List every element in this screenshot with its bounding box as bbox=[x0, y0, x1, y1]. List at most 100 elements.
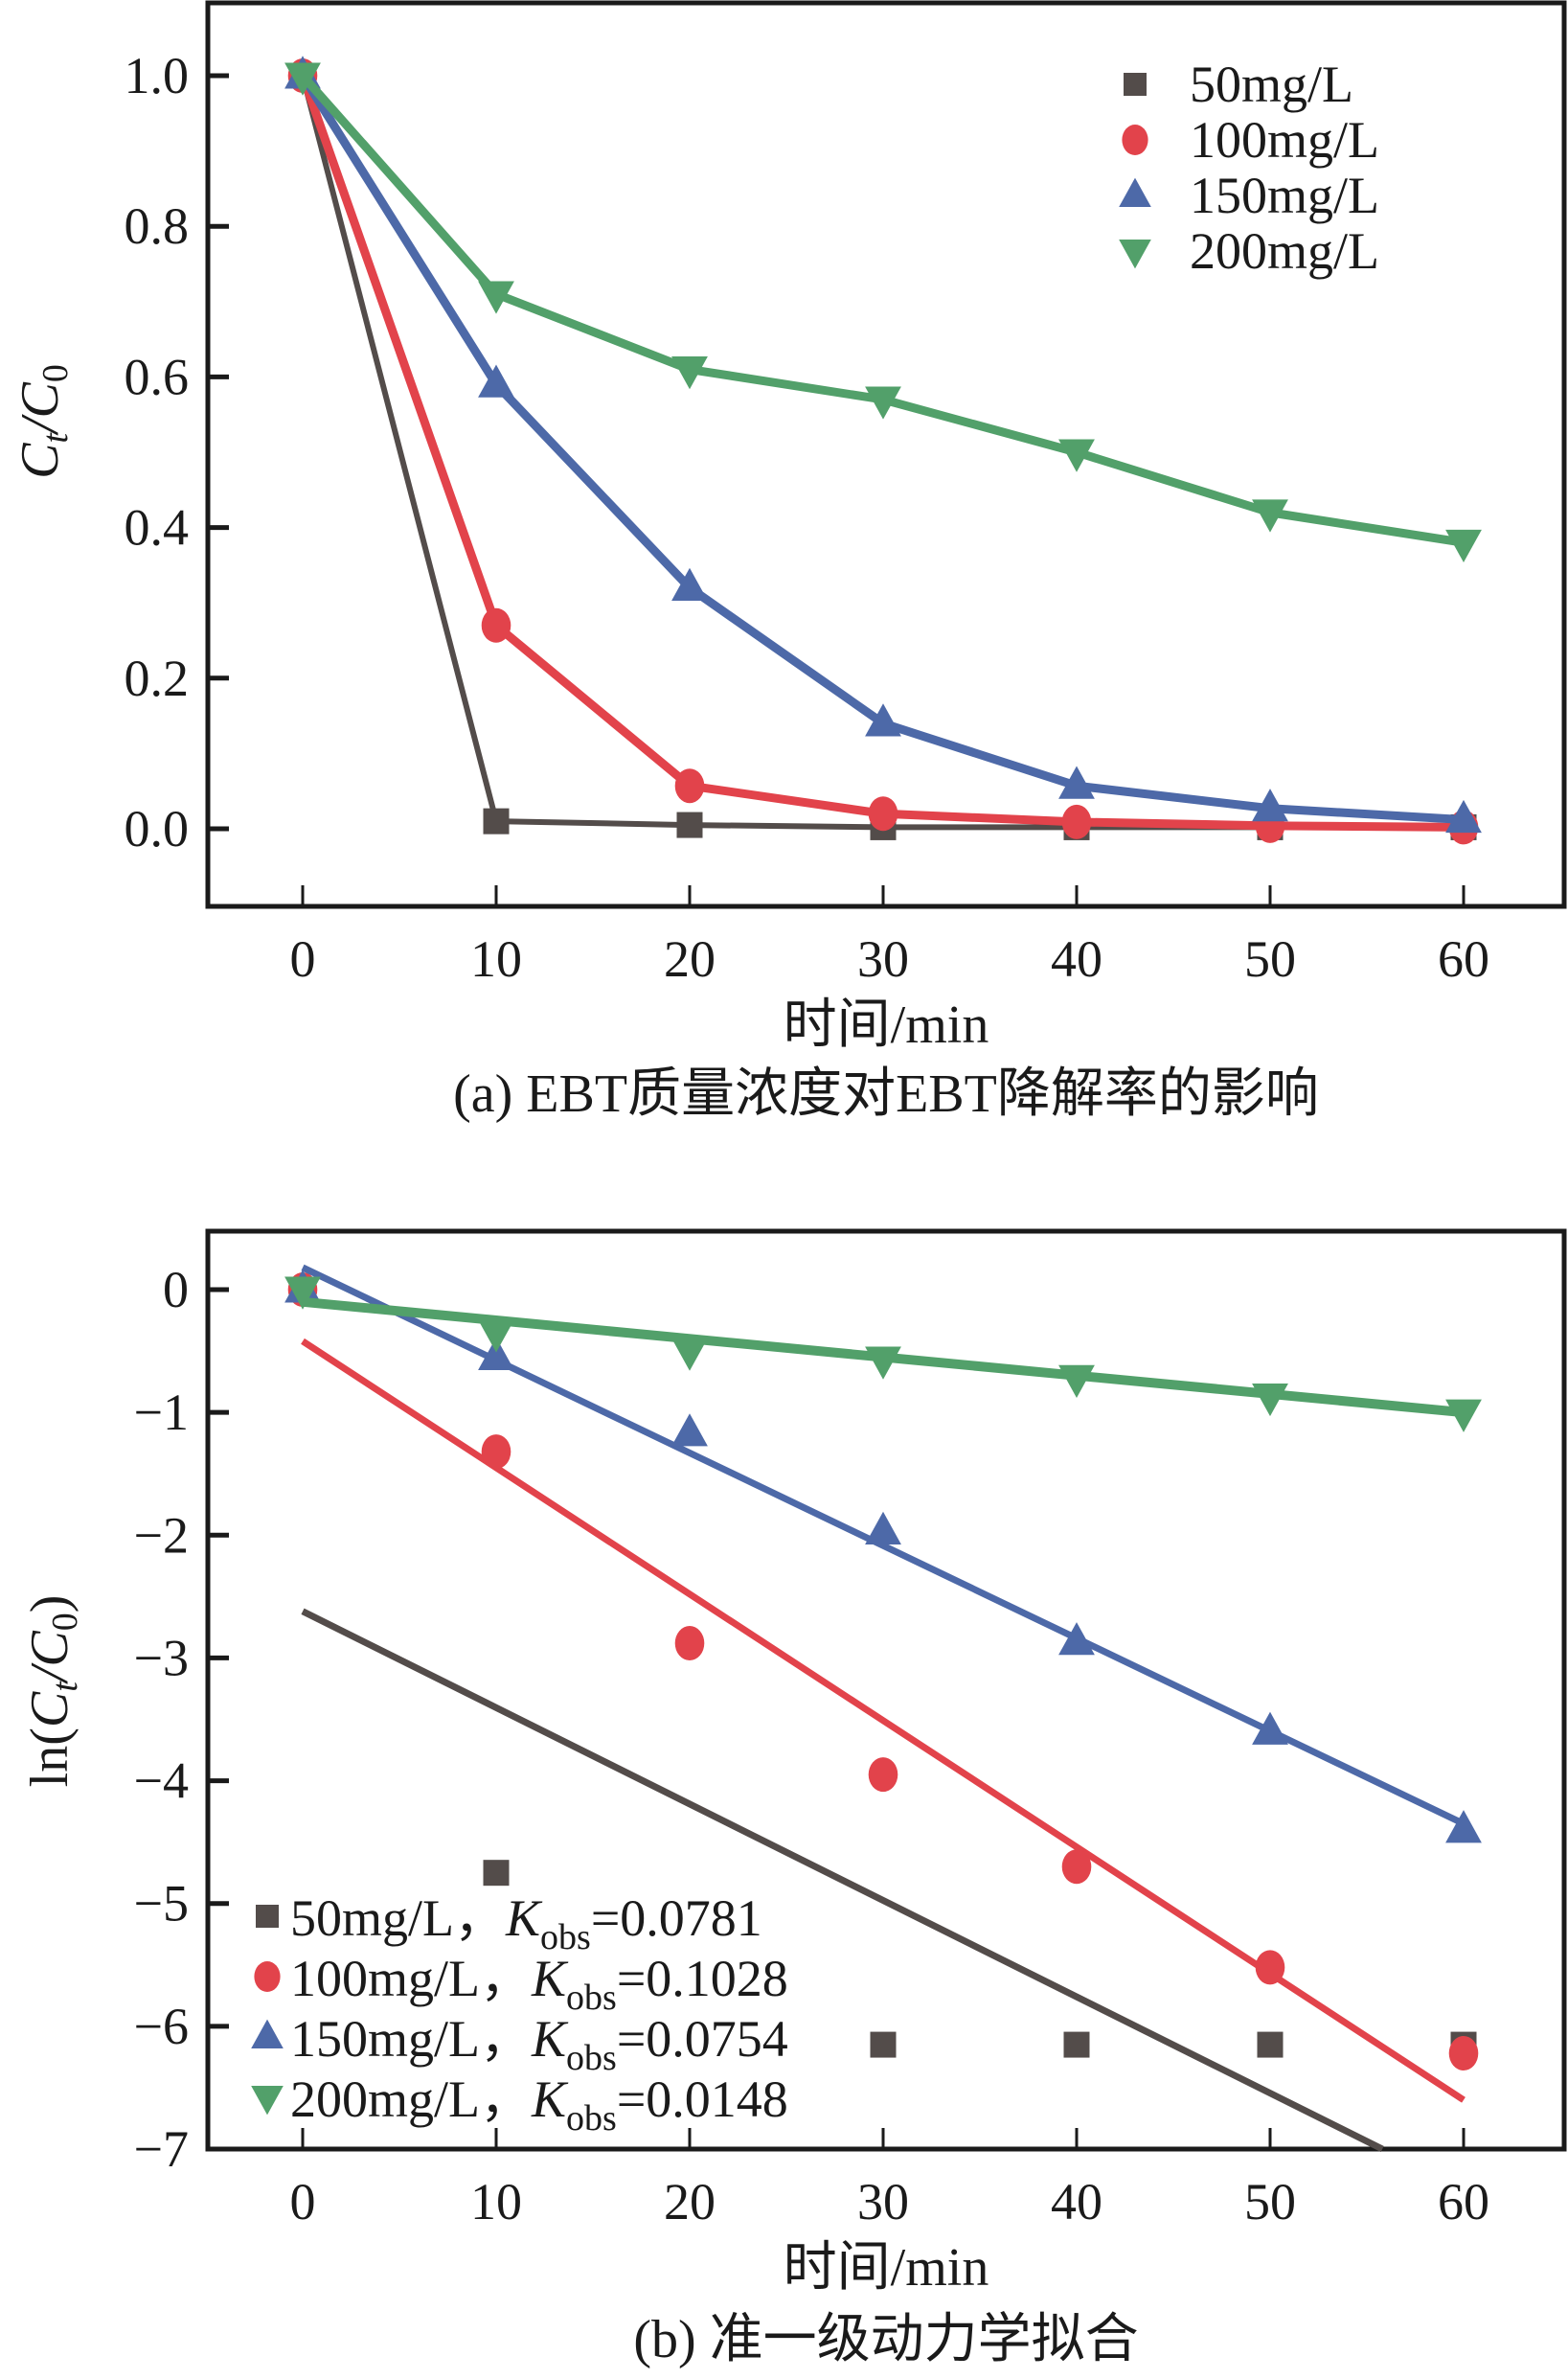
data-point bbox=[865, 386, 901, 420]
panel-a: 0.00.20.40.60.81.0 0 10 20 30 40 50 60 50mg/L1… bbox=[11, 0, 1567, 1124]
data-point bbox=[870, 2031, 897, 2058]
data-point bbox=[674, 768, 705, 804]
legend-label: 150mg/L，Kobs=0.0754 bbox=[290, 2010, 788, 2078]
legend-k-subscript: obs bbox=[566, 2038, 617, 2078]
legend-item: 150mg/L bbox=[1119, 167, 1379, 224]
legend-label: 50mg/L，Kobs=0.0781 bbox=[290, 1889, 762, 1957]
data-point bbox=[483, 808, 510, 835]
data-point bbox=[478, 281, 514, 314]
plot-b-frame bbox=[205, 1228, 1567, 2152]
plot-b-y-ticks: 0 −1 −2 −3 −4 −5 −6 −7 bbox=[134, 1261, 229, 2178]
legend-marker-circle-icon bbox=[1122, 125, 1148, 155]
legend-k-value: =0.1028 bbox=[617, 1950, 788, 2007]
data-point bbox=[481, 607, 511, 643]
data-point bbox=[1061, 804, 1092, 839]
legend-item: 200mg/L，Kobs=0.0148 bbox=[251, 2070, 788, 2139]
legend-k-symbol: K bbox=[531, 2010, 569, 2068]
plot-a-y-ticks: 0.0 0.2 0.4 0.6 0.8 1.0 bbox=[125, 47, 229, 858]
ylabel-sub-0: 0 bbox=[35, 364, 76, 382]
plot-a-y-axis-title: Ct/C0 bbox=[11, 364, 76, 479]
x-tick-label: 60 bbox=[1438, 2173, 1489, 2230]
x-tick-label: 0 bbox=[290, 2173, 316, 2230]
data-point bbox=[865, 1511, 901, 1544]
x-tick-label: 20 bbox=[664, 930, 716, 988]
data-point bbox=[674, 1626, 705, 1661]
legend-marker-triangle-down-icon bbox=[251, 2086, 284, 2116]
plot-a-x-axis-title: 时间/min bbox=[784, 995, 989, 1055]
legend-k-subscript: obs bbox=[566, 1978, 617, 2018]
legend-k-symbol: K bbox=[531, 2070, 569, 2128]
data-point bbox=[483, 1860, 510, 1887]
y-tick-label: −3 bbox=[134, 1629, 189, 1686]
data-point bbox=[1445, 529, 1482, 563]
y-tick-label: 0.8 bbox=[125, 197, 190, 255]
legend-k-subscript: obs bbox=[540, 1917, 591, 1957]
x-tick-label: 10 bbox=[470, 930, 522, 988]
ylabel-c: C bbox=[20, 1691, 80, 1727]
panel-b: 0−1−2−3−4−5−6−7 0 10 20 30 40 50 60 50mg/L，Kob… bbox=[20, 1228, 1567, 2369]
legend-item: 100mg/L bbox=[1122, 111, 1379, 169]
y-tick-label: −6 bbox=[134, 1998, 189, 2055]
ylabel-close: ) bbox=[20, 1595, 80, 1613]
x-tick-label: 30 bbox=[857, 930, 909, 988]
legend-item: 200mg/L bbox=[1119, 222, 1379, 280]
data-point bbox=[1252, 1711, 1288, 1745]
data-point bbox=[1448, 2036, 1479, 2071]
data-point bbox=[481, 1434, 511, 1470]
data-point bbox=[865, 1346, 901, 1380]
x-tick-label: 50 bbox=[1244, 2173, 1296, 2230]
plot-a-frame bbox=[205, 0, 1567, 909]
data-point bbox=[478, 364, 514, 398]
data-point bbox=[1058, 1364, 1095, 1398]
legend-series-name: 150mg/L bbox=[290, 2010, 480, 2068]
legend-series-name: 100mg/L bbox=[290, 1950, 480, 2007]
data-point bbox=[676, 812, 703, 838]
plot-b-series bbox=[284, 1264, 1482, 2153]
x-tick-label: 10 bbox=[470, 2173, 522, 2230]
data-point bbox=[1061, 1849, 1092, 1885]
legend-k-symbol: K bbox=[531, 1950, 569, 2007]
legend-label: 200mg/L，Kobs=0.0148 bbox=[290, 2070, 788, 2139]
y-tick-label: 1.0 bbox=[125, 47, 190, 104]
plot-a-caption: (a) EBT质量浓度对EBT降解率的影响 bbox=[453, 1064, 1319, 1124]
x-tick-label: 0 bbox=[290, 930, 316, 988]
legend-label: 50mg/L bbox=[1190, 56, 1353, 113]
legend-marker-triangle-up-icon bbox=[1119, 177, 1151, 207]
data-point bbox=[1252, 499, 1288, 533]
y-tick-label: −2 bbox=[134, 1506, 189, 1564]
data-point bbox=[1058, 1622, 1095, 1656]
plot-a-series bbox=[284, 56, 1482, 845]
legend-marker-triangle-up-icon bbox=[251, 2019, 284, 2048]
fit-line bbox=[301, 1608, 1384, 2153]
legend-marker-circle-icon bbox=[254, 1961, 281, 1992]
data-point bbox=[671, 356, 708, 390]
y-tick-label: 0.0 bbox=[125, 800, 190, 858]
ylabel-sub-t: t bbox=[45, 1681, 85, 1692]
plot-b-y-axis-title: ln(Ct/C0) bbox=[20, 1595, 85, 1788]
data-point bbox=[1445, 1810, 1482, 1843]
legend-label: 100mg/L bbox=[1190, 111, 1379, 169]
y-tick-label: 0 bbox=[163, 1261, 189, 1318]
x-tick-label: 50 bbox=[1244, 930, 1296, 988]
y-tick-label: 0.6 bbox=[125, 348, 190, 405]
legend-marker-square-icon bbox=[256, 1905, 279, 1928]
legend-separator: ， bbox=[480, 2010, 532, 2068]
data-point bbox=[1058, 439, 1095, 472]
y-tick-label: 0.2 bbox=[125, 650, 190, 707]
legend-label: 200mg/L bbox=[1190, 222, 1379, 280]
series-200mg-per-L bbox=[284, 62, 1482, 563]
x-tick-label: 30 bbox=[857, 2173, 909, 2230]
data-point bbox=[478, 1337, 514, 1370]
data-point bbox=[1252, 1383, 1288, 1417]
data-point bbox=[1252, 789, 1288, 822]
x-tick-label: 40 bbox=[1051, 2173, 1102, 2230]
data-point bbox=[1255, 1950, 1285, 1985]
plot-b-x-axis-title: 时间/min bbox=[784, 2238, 989, 2298]
y-tick-label: −7 bbox=[134, 2120, 189, 2178]
data-point bbox=[671, 1413, 708, 1447]
y-tick-label: −1 bbox=[134, 1384, 189, 1441]
legend-item: 150mg/L，Kobs=0.0754 bbox=[251, 2010, 788, 2078]
ylabel-c: C bbox=[11, 443, 70, 479]
